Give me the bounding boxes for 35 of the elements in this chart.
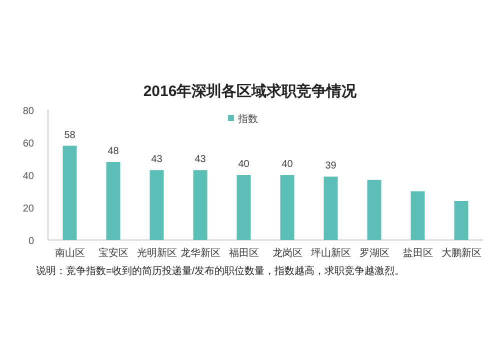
x-tick-label: 龙华新区 [180, 247, 220, 259]
y-tick-label: 80 [22, 106, 34, 117]
y-tick-label: 20 [22, 204, 34, 214]
text: 说明：竞争指数=收到的简历投递量/发布的职位数量，指数越高，求职竞争越激烈。 [36, 265, 405, 277]
data-label: 40 [238, 159, 250, 170]
data-label: 43 [151, 154, 163, 166]
bar [454, 201, 468, 240]
bar [367, 180, 382, 240]
data-label: 48 [108, 146, 120, 157]
bar [324, 176, 338, 240]
data-label: 58 [64, 130, 76, 141]
y-tick-label: 0 [28, 236, 34, 247]
bar [62, 146, 77, 240]
x-tick-label: 福田区 [228, 247, 259, 259]
y-tick-label: 60 [22, 138, 34, 150]
y-tick-label: 40 [22, 171, 34, 182]
data-label: 39 [325, 160, 337, 172]
x-tick-label: 坪山新区 [310, 247, 351, 259]
x-tick-label: 龙岗区 [272, 247, 302, 259]
x-tick-label: 大鹏新区 [441, 247, 482, 259]
chart-title: 2016年深圳各区域求职竞争情况 [143, 82, 358, 100]
bar [280, 175, 294, 240]
bar [410, 191, 425, 240]
data-label: 43 [194, 154, 206, 166]
data-label: 40 [282, 159, 294, 170]
bar [106, 162, 120, 240]
bar [193, 170, 208, 240]
bar [150, 170, 164, 240]
x-tick-label: 罗湖区 [359, 247, 390, 259]
x-tick-label: 光明新区 [136, 247, 177, 259]
x-tick-label: 盐田区 [402, 247, 433, 259]
bar [236, 175, 251, 240]
legend-label: 指数 [237, 113, 258, 125]
x-tick-label: 南山区 [54, 247, 85, 259]
x-tick-label: 宝安区 [98, 247, 128, 259]
